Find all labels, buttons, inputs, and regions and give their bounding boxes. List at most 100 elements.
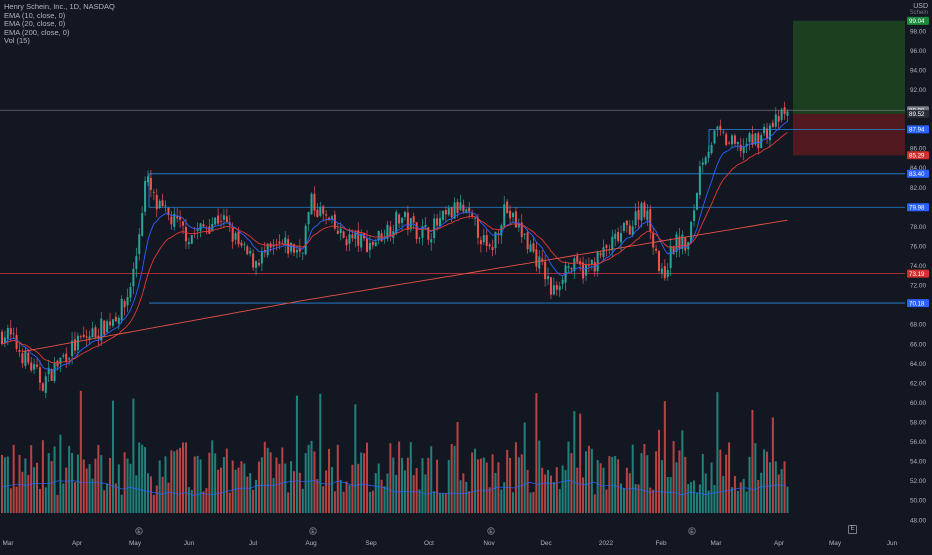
candle-body (354, 232, 357, 239)
volume-bar (161, 476, 164, 513)
volume-bar (211, 440, 214, 513)
time-axis-label: 2022 (599, 540, 614, 547)
volume-bar (284, 463, 287, 513)
volume-bar (733, 475, 736, 513)
candle-body (509, 210, 512, 219)
price-axis-label: 48.00 (910, 517, 926, 524)
candle-body (751, 134, 754, 145)
volume-bar (290, 461, 293, 513)
earnings-corner-icon[interactable]: E (848, 525, 857, 534)
volume-bar (196, 455, 199, 513)
volume-bar (576, 467, 579, 513)
currency-label[interactable]: USD Schein (910, 3, 928, 17)
candle-body (21, 353, 24, 364)
volume-bar (640, 453, 643, 513)
volume-bar (678, 450, 681, 513)
candle-body (129, 286, 132, 298)
volume-bar (453, 445, 456, 513)
candle-body (281, 243, 284, 244)
price-axis-label: 52.00 (910, 478, 926, 485)
volume-bar (722, 476, 725, 513)
volume-bars (1, 390, 789, 513)
volume-bar (620, 483, 623, 513)
earnings-icon-label: E (311, 529, 315, 535)
volume-bar (602, 467, 605, 513)
volume-bar (76, 454, 79, 513)
volume-bar (74, 482, 76, 513)
volume-bar (713, 484, 716, 513)
indicator-volume[interactable]: Vol (15) (4, 36, 30, 46)
time-axis-label: Apr (72, 540, 83, 547)
volume-bar (12, 444, 15, 513)
volume-bar (278, 463, 281, 513)
volume-bar (56, 494, 59, 513)
volume-bar (777, 474, 780, 513)
candle-body (631, 226, 634, 235)
candle-body (625, 220, 628, 226)
currency-code: USD (913, 3, 928, 10)
candle-body (593, 262, 596, 272)
volume-bar (596, 460, 599, 513)
volume-bar (421, 458, 424, 513)
candle-body (433, 218, 436, 238)
candle-body (325, 214, 328, 216)
volume-bar (786, 486, 789, 513)
candle-body (161, 200, 164, 206)
candle-body (488, 244, 491, 247)
candle-body (149, 177, 152, 190)
volume-bar (771, 417, 774, 513)
candle-body (771, 122, 774, 127)
candle-body (406, 212, 409, 230)
price-axis-label: 82.00 (910, 185, 926, 192)
volume-bar (392, 457, 395, 513)
volume-bar (754, 443, 757, 513)
ema200-line (22, 219, 788, 353)
volume-bar (643, 443, 646, 513)
candle-body (675, 234, 678, 252)
candle-body (436, 218, 439, 226)
volume-bar (628, 473, 631, 513)
indicator-ema20[interactable]: EMA (20, close, 0) (4, 19, 66, 29)
volume-bar (383, 486, 386, 513)
candle-body (240, 242, 243, 246)
candle-body (529, 244, 532, 252)
candle-body (377, 231, 380, 241)
candle-body (777, 116, 780, 122)
volume-bar (541, 467, 544, 513)
candle-body (398, 214, 401, 224)
candle-body (322, 206, 325, 214)
volume-bar (684, 456, 687, 513)
price-axis-label: 86.00 (910, 146, 926, 153)
earnings-marker-aug: E (309, 527, 317, 535)
candle-body (649, 209, 652, 232)
ema10-line (1, 121, 788, 372)
volume-bar (59, 434, 62, 513)
price-badge-label: 73.19 (909, 271, 925, 278)
candle-body (319, 207, 322, 216)
candle-body (570, 268, 573, 270)
volume-bar (529, 492, 532, 513)
candle-body (47, 367, 50, 374)
indicator-ema10[interactable]: EMA (10, close, 0) (4, 10, 66, 20)
candle-body (310, 193, 313, 215)
price-badge-label: 70.18 (909, 300, 925, 307)
volume-bar (444, 492, 447, 513)
volume-bar (149, 476, 152, 513)
candle-body (345, 239, 348, 246)
volume-bar (693, 480, 696, 513)
price-axis-label: 96.00 (910, 48, 926, 55)
candle-body (728, 142, 731, 144)
target-zone (793, 20, 905, 114)
volume-bar (517, 457, 520, 513)
candle-body (620, 233, 623, 243)
candle-body (103, 320, 106, 335)
candle-body (6, 327, 9, 340)
volume-bar (450, 444, 453, 513)
volume-bar (310, 440, 313, 513)
symbol-title[interactable]: Henry Schein, Inc., 1D, NASDAQ (4, 2, 115, 11)
indicator-ema200[interactable]: EMA (200, close, 0) (4, 27, 70, 37)
volume-bar (663, 401, 666, 513)
volume-bar (418, 489, 421, 513)
